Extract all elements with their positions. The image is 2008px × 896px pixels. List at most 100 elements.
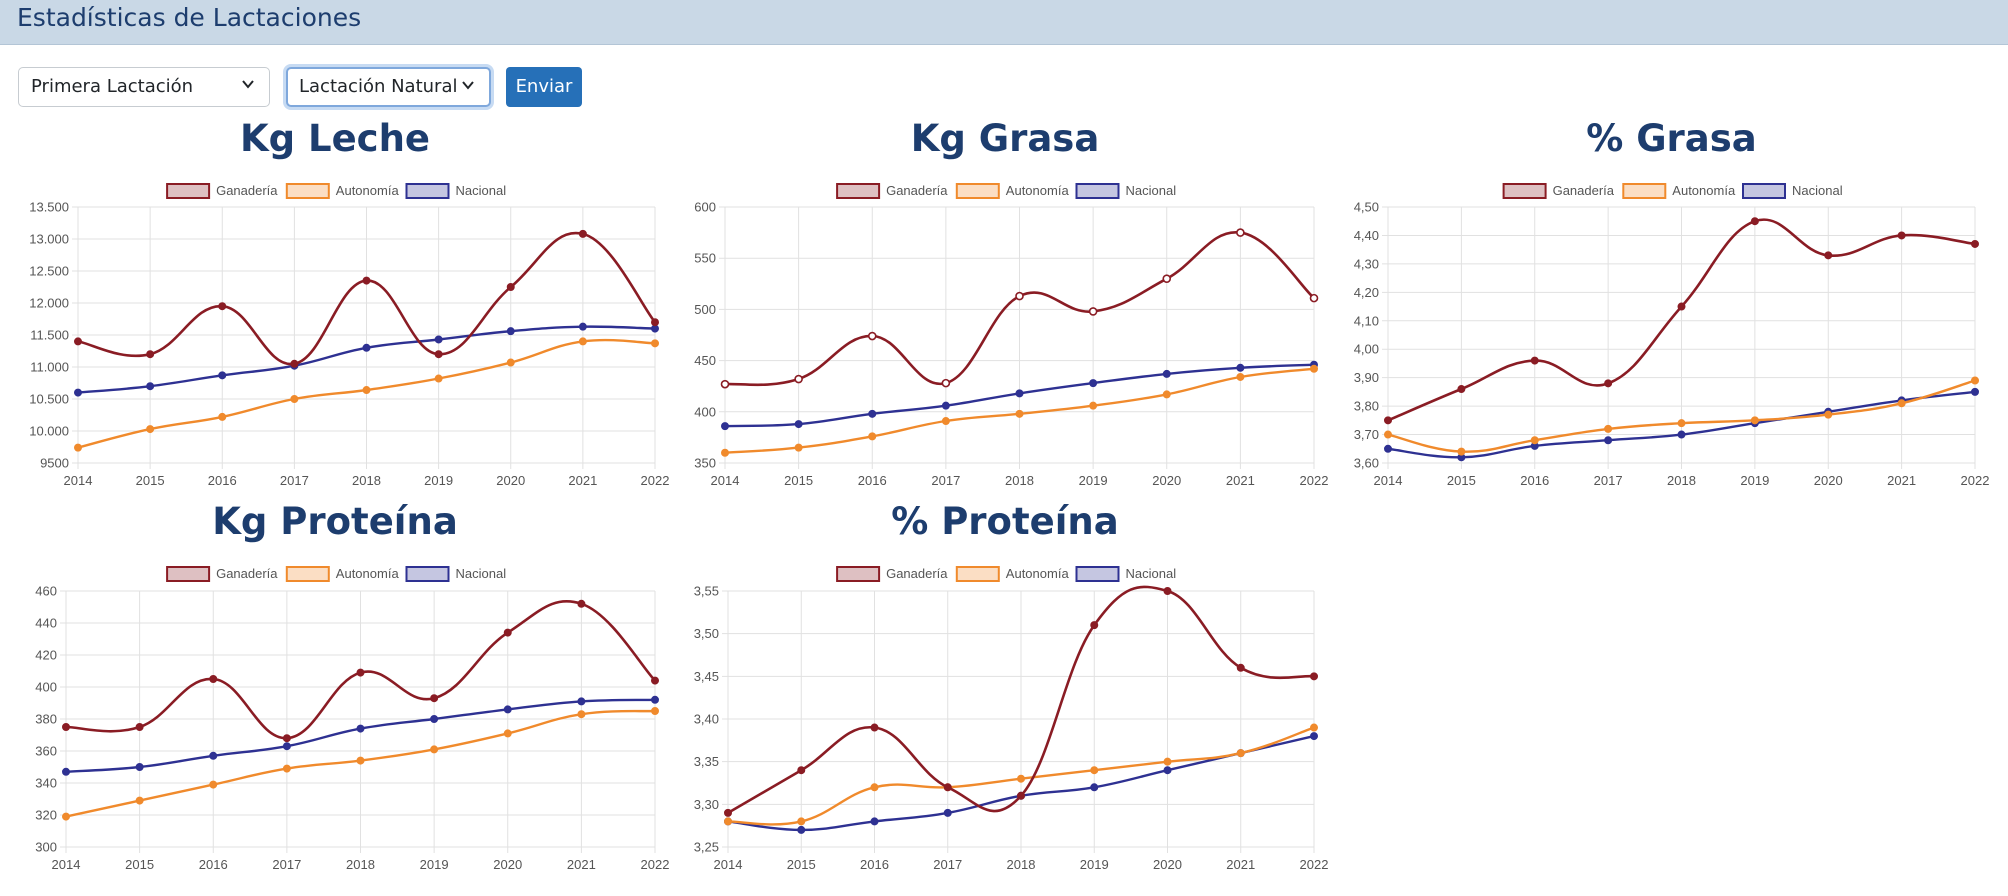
data-point [1236, 228, 1245, 237]
x-tick-label: 2014 [714, 857, 743, 872]
data-point [870, 783, 879, 792]
x-tick-label: 2017 [280, 473, 309, 488]
data-point [430, 715, 439, 723]
data-point [1236, 663, 1245, 672]
data-point [651, 676, 659, 685]
data-point [721, 422, 729, 431]
x-tick-label: 2014 [52, 857, 81, 872]
legend-item-autonomia: Autonomía [285, 183, 399, 199]
submit-button[interactable]: Enviar [506, 67, 582, 107]
y-tick-label: 340 [35, 776, 57, 791]
data-point [1236, 372, 1245, 381]
x-tick-label: 2019 [1079, 473, 1108, 488]
legend-item-autonomia: Autonomía [285, 566, 399, 582]
chart-kg-proteina-plot: Ganadería Autonomía Nacional 300 320 340 360 38… [35, 566, 669, 872]
x-tick-label: 2016 [1520, 473, 1549, 488]
legend-label: Nacional [1126, 566, 1177, 581]
y-tick-label: 3,30 [694, 797, 719, 812]
legend-item-ganaderia: Ganadería [836, 566, 948, 582]
data-point [794, 443, 803, 452]
chart-legend: Ganadería Autonomía Nacional [836, 183, 1176, 199]
x-tick-label: 2019 [1080, 857, 1109, 872]
data-point [941, 417, 950, 426]
data-point [1015, 389, 1024, 398]
legend-swatch [285, 183, 330, 199]
y-tick-label: 13.000 [29, 232, 69, 247]
data-point [868, 409, 877, 418]
data-point [1677, 302, 1686, 311]
data-point [1971, 239, 1979, 248]
series-ganaderia [724, 585, 1318, 817]
x-tick-label: 2014 [1374, 473, 1403, 488]
x-tick-label: 2016 [208, 473, 237, 488]
lactation-type-select[interactable]: Lactación Natural [286, 67, 491, 107]
data-point [794, 420, 803, 429]
x-tick-label: 2021 [1226, 857, 1255, 872]
legend-item-ganaderia: Ganadería [1502, 183, 1615, 199]
y-tick-label: 12.500 [29, 264, 69, 279]
data-point [506, 283, 515, 291]
data-point [1457, 447, 1466, 456]
legend-label: Nacional [456, 566, 507, 581]
data-point [1384, 416, 1392, 425]
data-point [290, 395, 299, 403]
x-tick-label: 2019 [424, 473, 453, 488]
data-point [868, 432, 877, 441]
data-point [724, 817, 732, 826]
x-tick-label: 2016 [858, 473, 887, 488]
legend-label: Autonomía [1006, 566, 1070, 581]
data-point [1017, 791, 1025, 800]
data-point [1750, 217, 1759, 226]
data-point [362, 343, 371, 352]
y-tick-label: 3,55 [694, 584, 719, 599]
data-point [282, 734, 291, 743]
data-point [1824, 251, 1833, 260]
series-ganaderia [1384, 217, 1979, 425]
y-tick-label: 3,45 [694, 669, 719, 684]
x-tick-label: 2015 [787, 857, 816, 872]
data-point [1015, 409, 1024, 418]
data-point [577, 599, 586, 608]
data-point [1015, 291, 1024, 301]
chart-title: Kg Grasa [910, 117, 1100, 160]
data-point [1162, 390, 1171, 399]
legend-swatch [955, 566, 1000, 582]
x-tick-label: 2016 [860, 857, 889, 872]
legend-swatch [166, 183, 211, 199]
x-tick-label: 2016 [199, 857, 228, 872]
data-point [797, 817, 806, 826]
y-tick-label: 12.000 [29, 296, 69, 311]
chart-legend: Ganadería Autonomía Nacional [166, 183, 506, 199]
data-point [430, 745, 439, 754]
y-tick-label: 3,25 [694, 840, 719, 855]
chart-grid [1382, 206, 1976, 469]
y-tick-label: 3,50 [694, 626, 719, 641]
data-point [794, 374, 803, 384]
data-point [218, 302, 227, 311]
y-tick-label: 3,90 [1354, 370, 1379, 385]
x-tick-label: 2019 [1740, 473, 1769, 488]
data-point [941, 378, 951, 388]
x-tick-label: 2021 [1226, 473, 1255, 488]
y-tick-label: 10.000 [29, 424, 69, 439]
legend-item-nacional: Nacional [405, 183, 506, 199]
x-tick-label: 2018 [346, 857, 375, 872]
chart-kg-grasa-plot: Ganadería Autonomía Nacional 350 400 450 500 55… [694, 183, 1328, 488]
chart-kg-leche: Kg Leche Ganadería Autonomía Nacional 9500 1… [0, 117, 670, 497]
chevron-down-icon [242, 80, 254, 89]
legend-label: Ganadería [1553, 183, 1615, 198]
data-point [578, 229, 587, 238]
series-autonomia [1384, 376, 1979, 456]
data-point [651, 318, 659, 327]
page-title: Estadísticas de Lactaciones [17, 3, 362, 32]
series-nacional [74, 322, 659, 397]
legend-swatch [1742, 183, 1786, 199]
legend-label: Autonomía [1006, 183, 1070, 198]
lactation-select[interactable]: Primera Lactación [18, 67, 270, 107]
data-point [1163, 587, 1172, 595]
data-point [1090, 766, 1099, 775]
legend-item-ganaderia: Ganadería [836, 183, 948, 199]
data-point [651, 339, 659, 348]
data-point [1604, 424, 1613, 433]
data-point [282, 742, 291, 751]
